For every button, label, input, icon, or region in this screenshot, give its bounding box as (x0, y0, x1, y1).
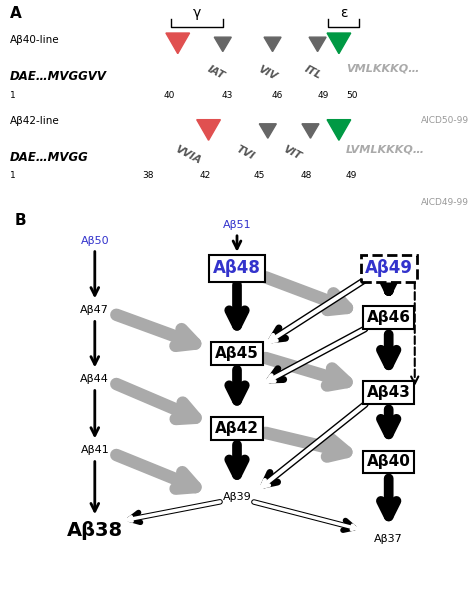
Text: 50: 50 (346, 91, 357, 100)
Text: 49: 49 (318, 91, 329, 100)
Polygon shape (197, 120, 220, 141)
Text: γ: γ (192, 6, 201, 20)
Text: Aβ39: Aβ39 (223, 492, 251, 502)
Text: 46: 46 (271, 91, 283, 100)
Text: DAE…MVGG: DAE…MVGG (9, 151, 88, 164)
Text: Aβ43: Aβ43 (367, 385, 410, 400)
Text: 43: 43 (222, 91, 233, 100)
Text: B: B (14, 213, 26, 228)
Text: VVIA: VVIA (173, 145, 202, 166)
Text: ITL: ITL (302, 64, 323, 81)
Polygon shape (166, 33, 190, 54)
Text: Aβ37: Aβ37 (374, 534, 403, 544)
Text: TVI: TVI (235, 145, 256, 162)
Text: 38: 38 (142, 171, 154, 180)
Text: 48: 48 (301, 171, 312, 180)
Text: 42: 42 (200, 171, 211, 180)
Text: Aβ44: Aβ44 (81, 374, 109, 384)
Polygon shape (327, 33, 351, 54)
Text: VIT: VIT (281, 145, 302, 162)
Polygon shape (302, 124, 319, 138)
Text: Aβ40-line: Aβ40-line (9, 35, 59, 45)
Polygon shape (214, 37, 231, 51)
Text: LVMLKKKQ…: LVMLKKKQ… (346, 145, 425, 154)
Text: Aβ46: Aβ46 (367, 310, 410, 325)
Text: 1: 1 (9, 171, 15, 180)
Text: 40: 40 (164, 91, 175, 100)
Text: VMLKKKQ…: VMLKKKQ… (346, 64, 419, 74)
Text: VIV: VIV (256, 64, 278, 82)
Text: DAE…MVGGVV: DAE…MVGGVV (9, 70, 107, 83)
Text: Aβ40: Aβ40 (367, 454, 410, 469)
Text: Aβ45: Aβ45 (215, 346, 259, 361)
Polygon shape (327, 120, 351, 141)
Text: AICD49-99: AICD49-99 (421, 198, 469, 207)
Text: Aβ48: Aβ48 (213, 260, 261, 277)
Text: Aβ42: Aβ42 (215, 421, 259, 436)
Text: 45: 45 (254, 171, 265, 180)
Text: AICD50-99: AICD50-99 (421, 115, 469, 124)
Text: Aβ49: Aβ49 (365, 260, 413, 277)
Text: Aβ50: Aβ50 (81, 236, 109, 246)
Text: 49: 49 (346, 171, 357, 180)
Text: ε: ε (340, 6, 347, 20)
Polygon shape (264, 37, 281, 51)
Polygon shape (259, 124, 276, 138)
Text: A: A (9, 6, 21, 21)
Text: Aβ42-line: Aβ42-line (9, 115, 59, 126)
Text: Aβ41: Aβ41 (81, 445, 109, 455)
Polygon shape (309, 37, 326, 51)
Text: Aβ51: Aβ51 (223, 220, 251, 230)
Text: IAT: IAT (206, 64, 227, 81)
Text: Aβ47: Aβ47 (81, 305, 109, 315)
Text: Aβ38: Aβ38 (67, 521, 123, 541)
Text: 1: 1 (9, 91, 15, 100)
